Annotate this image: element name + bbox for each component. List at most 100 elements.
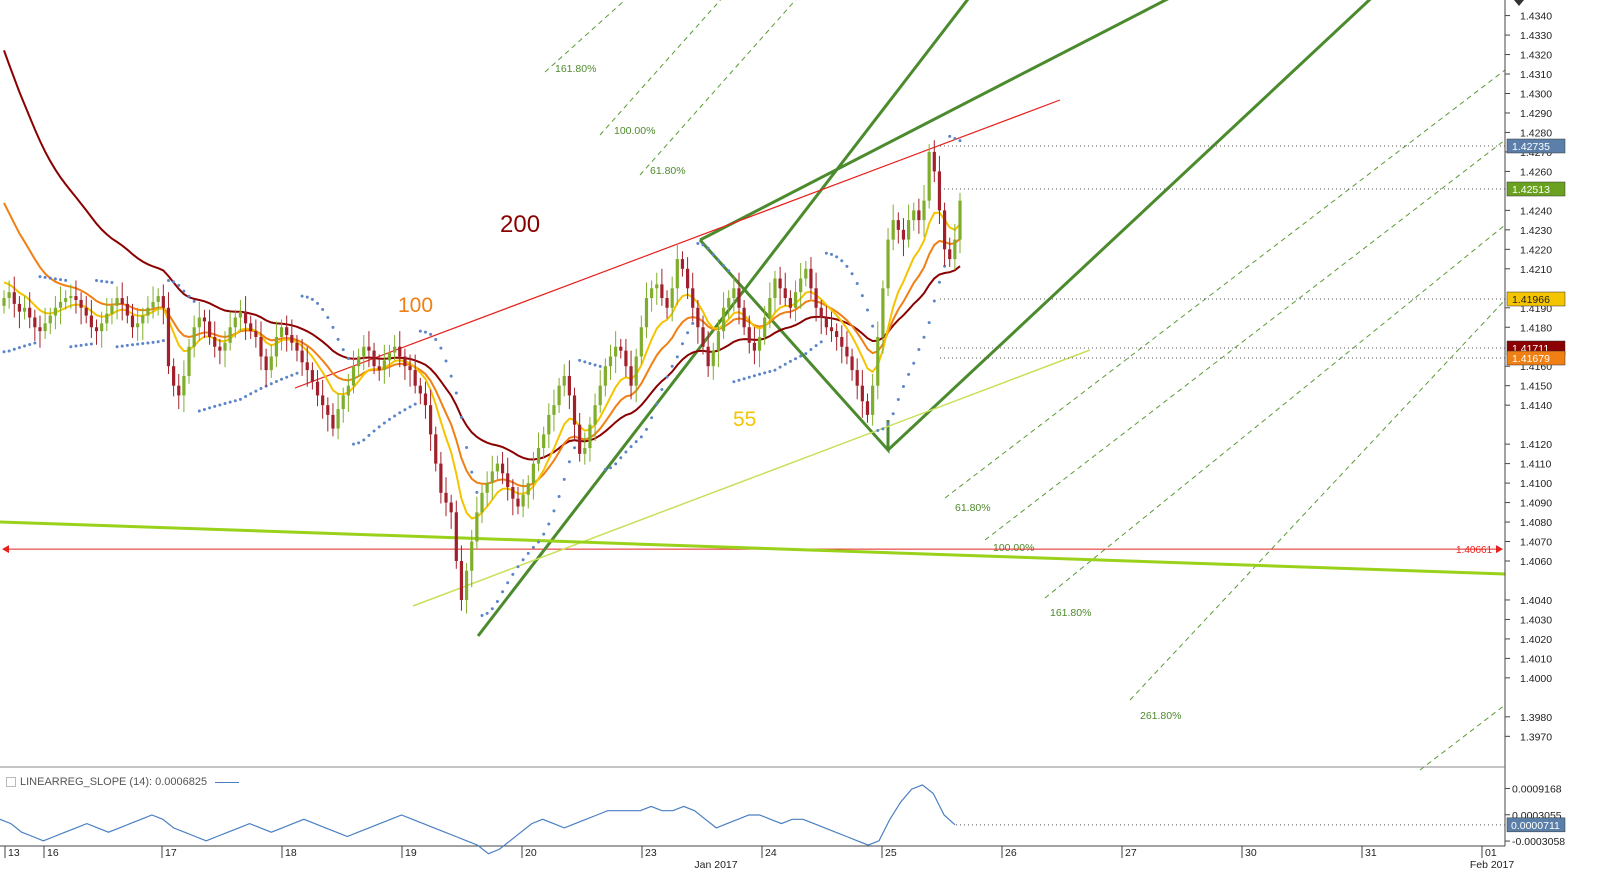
sar-dot	[562, 477, 566, 481]
candle-body	[12, 292, 16, 304]
price-tick-label: 1.4010	[1520, 653, 1552, 665]
candle-body	[742, 307, 746, 328]
sar-dot	[547, 522, 551, 526]
candle-body	[480, 492, 484, 513]
candle-body	[506, 473, 510, 487]
price-tick-label: 1.4100	[1520, 478, 1552, 490]
time-axis[interactable]: 13 16 17 18 19 20 23 24 25 26 27 30 31 01 Jan 2017 Feb …	[0, 845, 1514, 871]
light-trendline	[412, 349, 1091, 607]
sar-dot	[403, 408, 407, 412]
indicator-line	[0, 784, 956, 855]
sar-dot	[372, 429, 376, 433]
candle-body	[387, 352, 392, 361]
candle-body	[804, 268, 808, 279]
sar-dot	[249, 392, 253, 396]
moving-average-line	[3, 211, 961, 520]
candle-body	[33, 317, 37, 328]
price-tick-label: 1.4110	[1520, 459, 1551, 471]
fib-level-label: 161.80%	[1050, 607, 1091, 619]
candle-body	[413, 370, 417, 386]
candle-body	[429, 405, 433, 435]
chevron-down-icon[interactable]	[1514, 0, 1524, 6]
sar-dot	[79, 343, 83, 347]
candle-body	[182, 375, 186, 396]
sar-dot	[768, 370, 772, 374]
sar-dot	[501, 590, 505, 594]
sar-dot	[639, 435, 643, 439]
sar-dot	[382, 421, 386, 425]
sar-dot	[506, 581, 510, 585]
sar-dot	[53, 277, 57, 281]
sar-dot	[228, 400, 232, 404]
arrow-right-icon	[1496, 545, 1503, 554]
candle-body	[408, 366, 412, 371]
candle-body	[238, 311, 243, 318]
price-axis[interactable]: 1.4340 1.4330 1.4320 1.4310 1.4300 1.4290 1.42…	[940, 0, 1566, 846]
sar-dot	[542, 532, 546, 536]
candle-body	[557, 385, 561, 406]
price-tick-label: 1.4070	[1520, 537, 1552, 549]
candle-body	[449, 502, 453, 513]
sar-dot	[151, 340, 155, 344]
time-tick-label: 24	[765, 847, 777, 859]
sar-dot	[352, 442, 356, 446]
candle-body	[351, 366, 356, 386]
price-tick-label: 1.4330	[1520, 30, 1552, 42]
sar-dot	[465, 445, 469, 449]
sar-dot	[156, 340, 160, 344]
sar-dot	[331, 325, 335, 329]
sar-dot	[691, 321, 695, 325]
sar-dot	[141, 342, 145, 346]
candle-body	[655, 284, 659, 289]
channel-upper-line	[699, 0, 1169, 242]
candle-body	[495, 463, 500, 472]
time-tick-label: 30	[1245, 847, 1257, 859]
indicator-badge	[1506, 817, 1566, 833]
sar-dot	[274, 379, 278, 383]
candle-body	[835, 331, 839, 337]
indicator-toggle-icon[interactable]	[6, 777, 16, 787]
candle-body	[850, 356, 854, 371]
sar-dot	[675, 355, 679, 359]
channel-zigzag	[698, 238, 890, 454]
price-tick-label: 1.4290	[1520, 108, 1552, 120]
sar-dot	[28, 343, 32, 347]
price-tick-label: 1.4320	[1520, 50, 1552, 62]
sar-dot	[814, 344, 818, 348]
candle-body	[763, 317, 767, 337]
candle-body	[614, 346, 618, 357]
candle-body	[912, 210, 916, 221]
time-tick-label: 27	[1125, 847, 1137, 859]
moving-average-label: 200	[500, 211, 540, 238]
sar-dot	[650, 416, 654, 420]
sar-dot	[711, 252, 715, 256]
candle-body	[757, 336, 762, 351]
candle-body	[53, 307, 57, 316]
sar-dot	[254, 389, 258, 393]
candle-body	[809, 268, 813, 289]
candle-body	[675, 259, 679, 289]
sar-dot	[578, 358, 582, 362]
candle-body	[228, 327, 232, 343]
candle-body	[578, 424, 582, 454]
sar-dot	[110, 281, 114, 285]
sar-dot	[696, 241, 700, 245]
price-badge-label: 1.42513	[1512, 184, 1550, 196]
candle-body	[94, 327, 99, 332]
sar-dot	[454, 391, 458, 395]
fib-line	[1419, 704, 1506, 771]
price-badge	[1506, 181, 1566, 197]
candle-body	[542, 434, 546, 449]
sar-dot	[531, 545, 535, 549]
sar-dot	[722, 264, 726, 268]
candle-body	[608, 356, 613, 367]
price-tick-label: 1.3980	[1520, 712, 1552, 724]
candle-body	[269, 356, 273, 371]
candle-body	[793, 292, 798, 308]
fib-level-label: 161.80%	[555, 63, 596, 75]
indicator-legend: LINEARREG_SLOPE (14): 0.0006825	[6, 776, 240, 788]
sar-dot	[161, 339, 165, 343]
sar-dot	[475, 490, 479, 494]
sar-dot	[387, 417, 391, 421]
